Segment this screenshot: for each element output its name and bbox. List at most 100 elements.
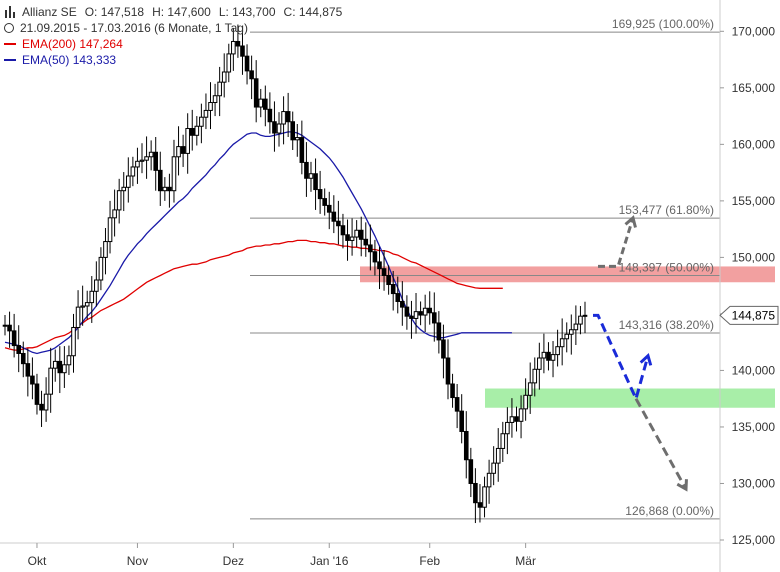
candle-down <box>7 324 12 332</box>
candle-down <box>331 211 337 222</box>
candle-up <box>203 109 209 118</box>
candle-down <box>395 293 401 302</box>
candle-down <box>372 251 378 263</box>
pullback-arrow <box>593 313 650 404</box>
candles <box>2 24 588 524</box>
candle-down <box>363 238 369 246</box>
candle-up <box>413 311 419 319</box>
ema200-value: 147,264 <box>79 37 123 51</box>
candle-up <box>541 351 547 359</box>
candle-up <box>354 229 359 238</box>
x-tick-label: Mär <box>515 554 536 568</box>
candle-up <box>130 166 136 177</box>
candle-up <box>281 111 286 125</box>
candle-up <box>107 217 113 243</box>
pullback-arrow-head <box>639 352 653 366</box>
price-zones <box>360 266 775 408</box>
candle-up <box>208 102 213 111</box>
support-zone <box>485 388 775 408</box>
candle-down <box>409 315 414 319</box>
candle-up <box>94 279 99 292</box>
y-axis: 170,000165,000160,000155,000150,000145,0… <box>719 0 776 572</box>
fib-label: 169,925 (100.00%) <box>612 17 714 31</box>
y-tick-label: 155,000 <box>732 194 776 208</box>
candle-up <box>491 462 496 474</box>
candle-down <box>468 459 474 484</box>
y-tick-label: 125,000 <box>732 533 776 547</box>
candle-up <box>550 354 556 361</box>
candle-down <box>336 220 341 227</box>
forecast-arrows <box>593 215 688 492</box>
last-price-badge <box>719 305 779 325</box>
y-tick-label: 165,000 <box>732 81 776 95</box>
candle-up <box>573 323 579 331</box>
candle-up <box>532 368 538 384</box>
fib-label: 153,477 (61.80%) <box>619 203 714 217</box>
candle-down <box>322 198 327 206</box>
candle-up <box>148 151 154 158</box>
candle-up <box>500 433 506 449</box>
candle-up <box>527 382 533 396</box>
candle-down <box>427 307 433 314</box>
candle-down <box>340 225 346 236</box>
candle-down <box>272 121 277 134</box>
y-tick-label: 130,000 <box>732 476 776 490</box>
ohlc-open: O: 147,518 <box>84 5 145 19</box>
clock-icon <box>4 23 14 33</box>
candle-up <box>52 360 58 369</box>
candle-up <box>48 367 53 395</box>
candle-up <box>126 175 131 188</box>
candle-down <box>253 78 259 108</box>
x-tick-label: Feb <box>419 554 440 568</box>
candle-down <box>546 351 551 361</box>
candle-down <box>34 383 40 405</box>
candle-up <box>171 156 177 192</box>
candle-down <box>473 482 478 504</box>
candle-down <box>157 169 163 192</box>
candle-up <box>294 137 300 141</box>
candle-up <box>564 333 570 340</box>
candle-down <box>358 229 364 240</box>
ema50-value: 143,333 <box>72 53 117 67</box>
candle-up <box>112 209 117 219</box>
ohlc-low: L: 143,700 <box>218 5 276 19</box>
candle-down <box>20 352 26 365</box>
period-label: 21.09.2015 - 17.03.2016 (6 Monate, 1 Tag… <box>20 21 248 35</box>
fib-label: 143,316 (38.20%) <box>619 318 714 332</box>
candle-down <box>263 98 268 110</box>
ema50-line <box>4 131 512 355</box>
candle-up <box>185 128 190 154</box>
candle-up <box>509 416 515 423</box>
candle-up <box>276 123 282 134</box>
x-axis: Okt Nov Dez Jan '16 Feb Mär <box>0 542 720 568</box>
candle-down <box>25 363 31 377</box>
candle-up <box>84 302 90 307</box>
candle-up <box>221 71 227 83</box>
candle-down <box>477 502 483 508</box>
candle-up <box>43 393 49 411</box>
chart-title: Allianz SE <box>22 5 77 19</box>
candle-down <box>450 383 455 399</box>
candle-up <box>80 305 85 308</box>
fib-label: 148,397 (50.00%) <box>619 261 714 275</box>
x-tick-label: Jan '16 <box>310 554 349 568</box>
candle-up <box>2 324 8 327</box>
candle-up <box>71 326 76 357</box>
candle-up <box>103 241 108 258</box>
candle-down <box>57 360 63 374</box>
candle-down <box>368 244 373 253</box>
candle-up <box>559 338 565 348</box>
fib-label: 126,868 (0.00%) <box>625 504 714 518</box>
candle-up <box>89 290 95 304</box>
chart-legend: Allianz SE O: 147,518 H: 147,600 L: 143,… <box>4 4 342 68</box>
candle-down <box>418 311 423 316</box>
candle-down <box>313 173 318 191</box>
candle-up <box>98 256 104 281</box>
candle-up <box>482 486 487 508</box>
ema-lines <box>4 131 512 355</box>
candle-down <box>400 300 405 308</box>
ema200-swatch <box>4 43 16 45</box>
candle-down <box>436 322 442 341</box>
candle-up <box>308 173 314 179</box>
candle-up <box>121 186 127 192</box>
